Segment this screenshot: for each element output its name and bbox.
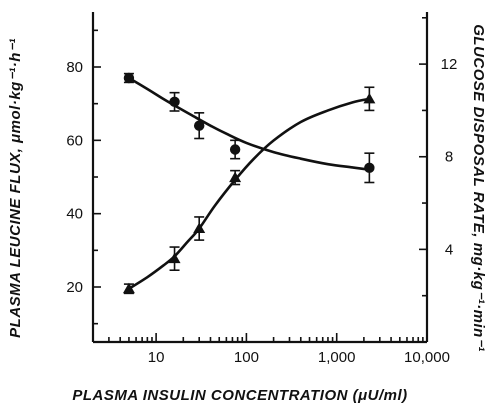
y-left-axis-title: PLASMA LEUCINE FLUX, μmol·kg⁻¹·h⁻¹: [7, 38, 24, 338]
leucine-flux-curve: [128, 76, 370, 171]
leucine-flux-point: [229, 144, 241, 155]
y-left-tick-label: 40: [66, 206, 83, 223]
y-right-axis-title: GLUCOSE DISPOSAL RATE, mg·kg⁻¹·min⁻¹: [470, 24, 487, 351]
y-right-tick-label: 12: [441, 56, 458, 73]
leucine-flux-point: [364, 162, 375, 174]
y-left-tick-label: 20: [66, 279, 83, 296]
leucine-flux-point: [123, 72, 135, 84]
y-right-tick-label: 8: [445, 149, 453, 166]
leucine-flux-point: [193, 120, 205, 131]
glucose-disposal-point: [363, 92, 376, 104]
x-tick-label: 100: [234, 349, 259, 366]
curves: [128, 76, 370, 290]
y-left-tick-label: 80: [66, 59, 83, 76]
glucose-disposal-point: [229, 171, 242, 183]
axes: [91, 12, 429, 344]
glucose-disposal-point: [122, 282, 135, 294]
leucine-flux-point: [169, 96, 180, 108]
x-tick-label: 1,000: [318, 349, 356, 366]
x-tick-label: 10: [148, 349, 165, 366]
y-right-tick-label: 4: [445, 241, 453, 258]
x-tick-label: 10,000: [404, 349, 450, 366]
ticks: 10 100 1,000 10,000 20 40 60 80 4 8 12: [66, 16, 458, 366]
glucose-disposal-point: [168, 252, 181, 264]
markers: [122, 72, 376, 295]
glucose-disposal-point: [193, 222, 206, 234]
y-left-tick-label: 60: [66, 132, 83, 149]
glucose-disposal-curve: [128, 97, 370, 290]
x-axis-title: PLASMA INSULIN CONCENTRATION (μU/ml): [72, 387, 407, 404]
